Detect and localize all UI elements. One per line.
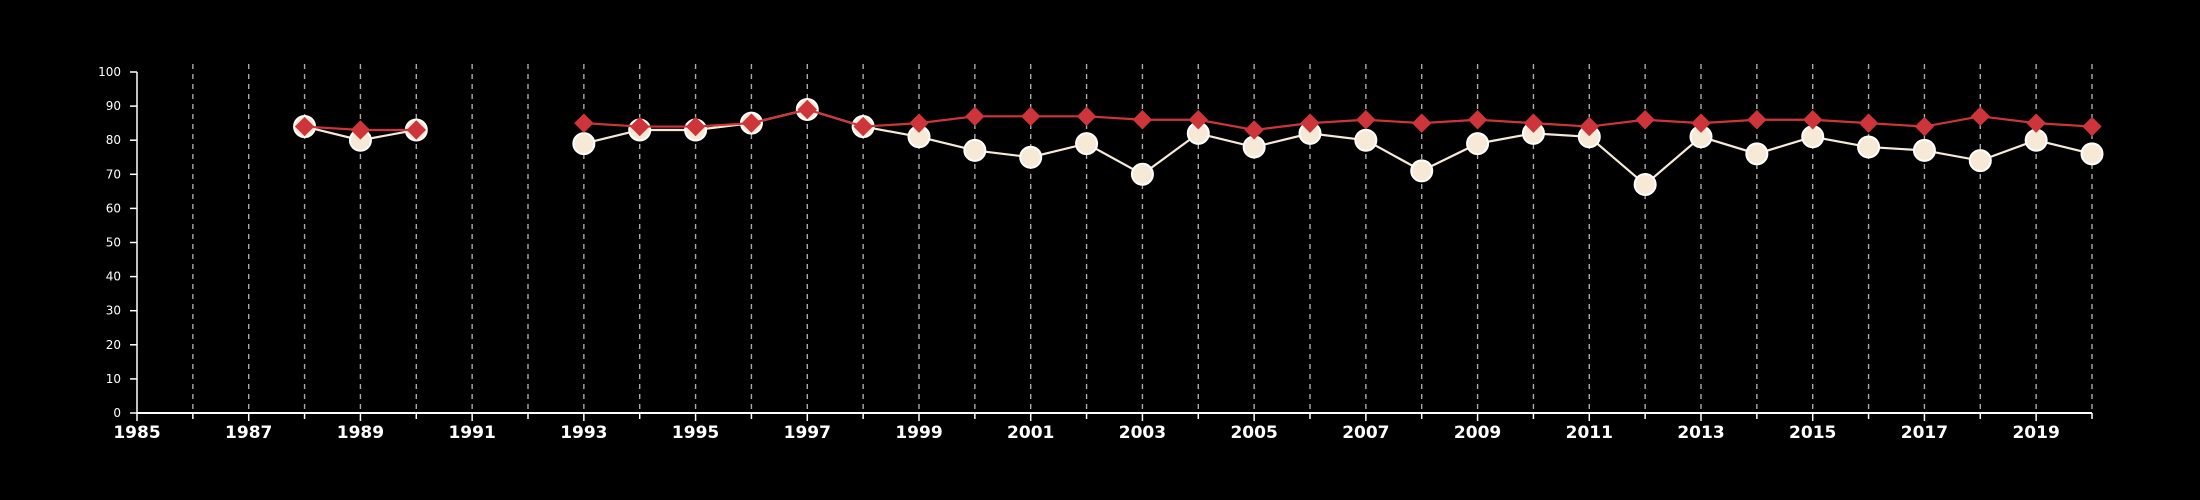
x-tick-label-2005: 2005 xyxy=(1230,423,1277,443)
x-tick-label-1995: 1995 xyxy=(672,423,719,443)
series-1-point-2018 xyxy=(1968,149,1992,173)
series-0-point-1988 xyxy=(294,116,315,137)
y-tick-label-60: 60 xyxy=(106,201,121,215)
series-0-point-1989 xyxy=(350,120,371,140)
y-tick-label-50: 50 xyxy=(106,236,121,250)
series-0-point-2002 xyxy=(1076,106,1097,127)
x-tick-label-2015: 2015 xyxy=(1789,423,1836,443)
series-layer xyxy=(293,98,2104,197)
x-tick-label-2017: 2017 xyxy=(1901,423,1948,443)
y-tick-label-40: 40 xyxy=(106,270,121,284)
series-1-point-2007 xyxy=(1354,128,1378,152)
series-1-point-2016 xyxy=(1857,135,1881,159)
x-tick-label-2009: 2009 xyxy=(1454,423,1501,443)
series-0-point-2014 xyxy=(1747,110,1767,130)
series-1-point-1993 xyxy=(572,132,596,156)
series-1-point-2017 xyxy=(1912,138,1936,162)
series-0-point-1998 xyxy=(853,116,873,137)
series-1-point-2001 xyxy=(1019,145,1043,169)
y-tick-label-0: 0 xyxy=(113,406,121,420)
series-0-point-1990 xyxy=(406,120,426,140)
y-tick-label-90: 90 xyxy=(106,99,121,113)
x-tick-label-1997: 1997 xyxy=(784,423,831,443)
series-1-point-2009 xyxy=(1466,132,1490,156)
series-0-point-2015 xyxy=(1803,110,1823,130)
series-0-point-1999 xyxy=(909,113,929,133)
series-1-point-2012 xyxy=(1633,173,1657,197)
series-1-point-2008 xyxy=(1410,159,1434,183)
y-tick-label-10: 10 xyxy=(106,372,121,386)
series-1-point-2014 xyxy=(1745,142,1769,166)
series-0-point-2018 xyxy=(1970,106,1990,127)
series-0-point-2016 xyxy=(1858,113,1879,133)
series-0-point-2006 xyxy=(1300,113,1320,133)
series-0-point-2017 xyxy=(1914,116,1935,137)
series-0-point-2013 xyxy=(1691,113,1711,133)
x-tick-label-2003: 2003 xyxy=(1119,423,1166,443)
y-tick-label-80: 80 xyxy=(106,133,121,147)
series-0-point-2019 xyxy=(2026,113,2046,133)
y-tick-label-30: 30 xyxy=(106,304,121,318)
y-tick-label-100: 100 xyxy=(98,65,121,79)
y-tick-label-20: 20 xyxy=(106,338,121,352)
x-tick-label-1989: 1989 xyxy=(337,423,384,443)
series-1-point-2000 xyxy=(963,138,987,162)
x-tick-label-1987: 1987 xyxy=(225,423,272,443)
series-0-point-2003 xyxy=(1132,110,1153,130)
x-tick-label-2001: 2001 xyxy=(1007,423,1054,443)
series-0-point-2011 xyxy=(1579,116,1599,137)
series-0-point-2010 xyxy=(1523,113,1544,133)
x-tick-label-2019: 2019 xyxy=(2012,423,2059,443)
series-1-point-2002 xyxy=(1075,132,1099,156)
x-tick-label-1999: 1999 xyxy=(895,423,942,443)
series-1-point-2003 xyxy=(1130,162,1154,186)
x-tick-label-2013: 2013 xyxy=(1677,423,1724,443)
y-tick-label-70: 70 xyxy=(106,167,121,181)
x-tick-label-2011: 2011 xyxy=(1566,423,1613,443)
series-0-point-1993 xyxy=(574,113,594,133)
series-0-point-2020 xyxy=(2082,116,2102,137)
series-0-point-1996 xyxy=(741,113,762,133)
series-0-point-2009 xyxy=(1467,110,1488,130)
series-0-point-2008 xyxy=(1412,113,1432,133)
series-0-point-1995 xyxy=(685,116,706,137)
series-0-line-1 xyxy=(583,108,2093,132)
series-0-point-2004 xyxy=(1188,110,1208,130)
series-0-point-2005 xyxy=(1244,120,1264,140)
series-0-point-2012 xyxy=(1635,110,1655,130)
x-tick-label-1991: 1991 xyxy=(448,423,495,443)
series-0-point-1994 xyxy=(630,116,650,137)
axes-layer: 0 10 20 30 40 50 60 70 80 90 100 1985 1987 1989 1991 19… xyxy=(98,65,2093,443)
series-0-point-1997 xyxy=(797,99,817,120)
x-tick-label-1985: 1985 xyxy=(113,423,160,443)
series-1-point-2020 xyxy=(2080,142,2104,166)
series-0-point-2007 xyxy=(1356,110,1376,130)
series-0-point-2000 xyxy=(965,106,985,127)
grid-layer xyxy=(192,64,2093,413)
x-tick-label-1993: 1993 xyxy=(560,423,607,443)
x-tick-label-2007: 2007 xyxy=(1342,423,1389,443)
series-0-point-2001 xyxy=(1021,106,1041,127)
